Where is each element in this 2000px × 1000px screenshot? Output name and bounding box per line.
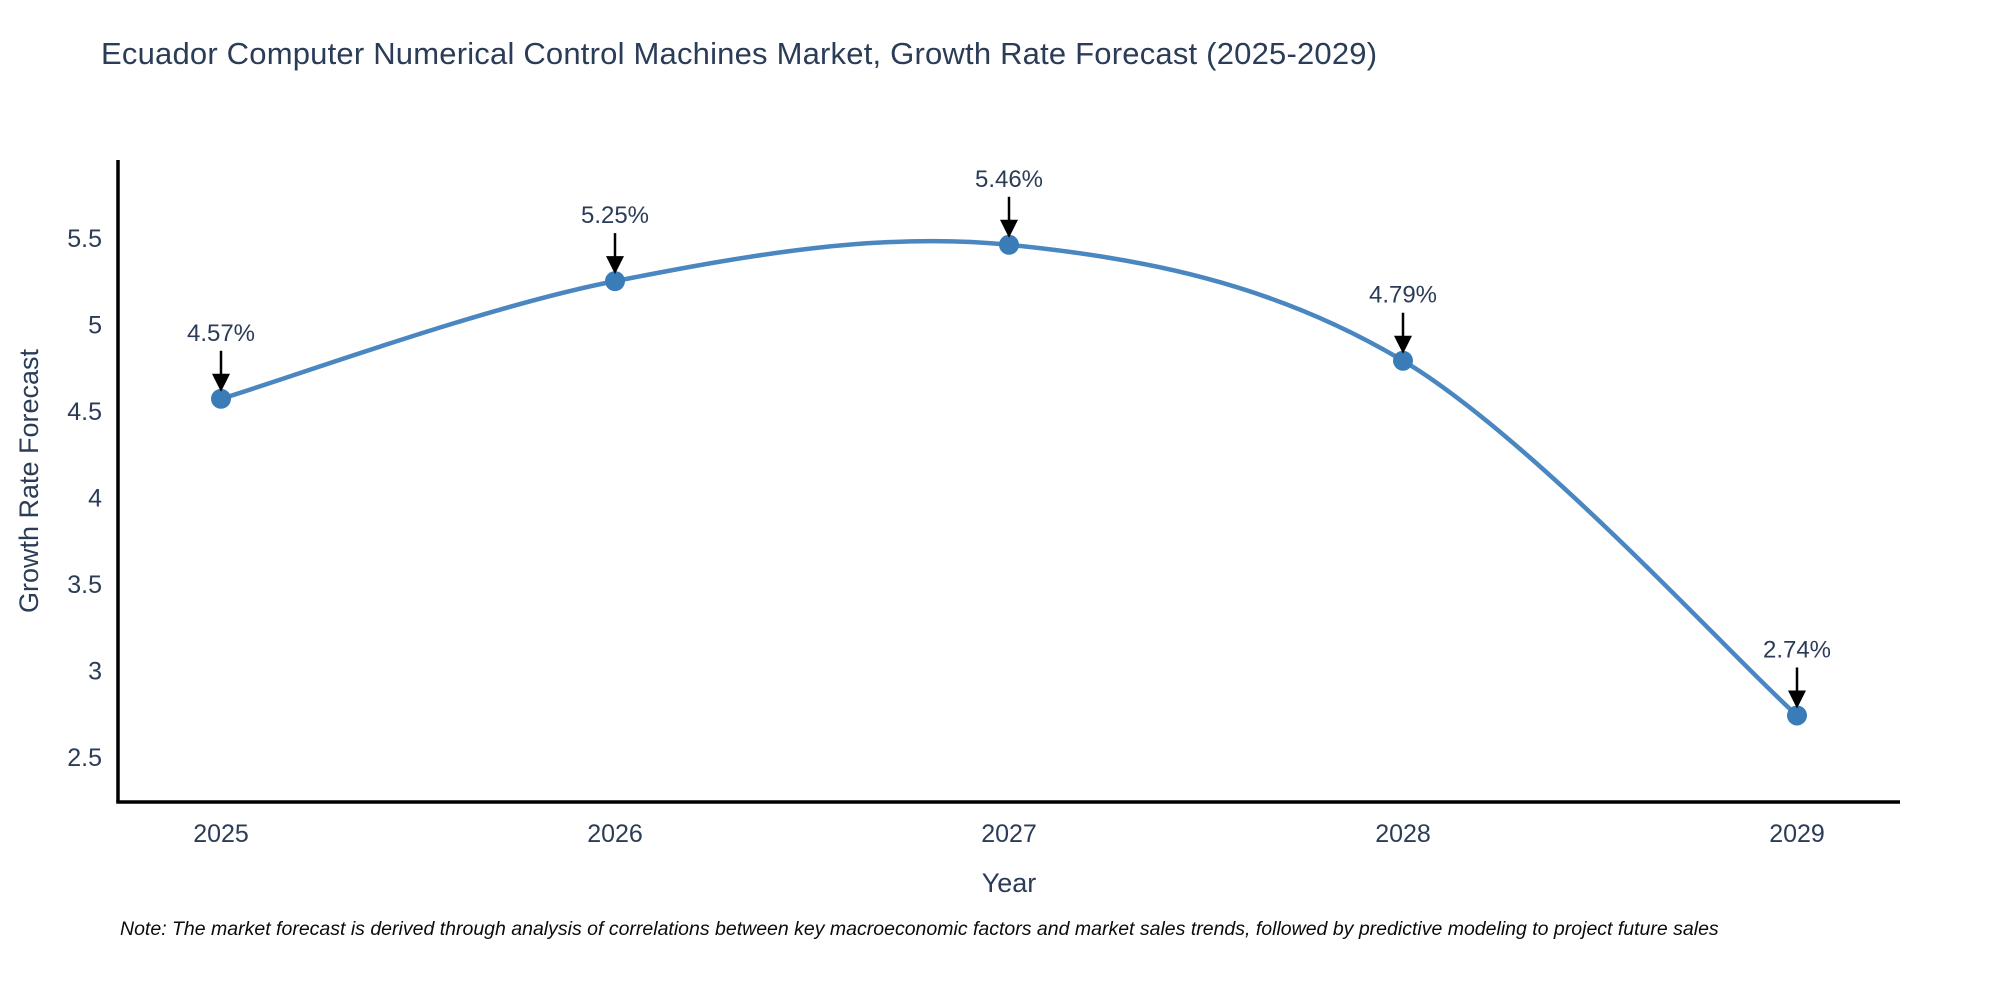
y-tick-label: 4.5 — [67, 398, 102, 426]
note-text: Note: The market forecast is derived thr… — [120, 918, 1719, 940]
data-point-label: 5.25% — [581, 202, 649, 229]
data-point-marker — [1787, 705, 1807, 726]
trend-line — [218, 238, 1800, 718]
annotation-arrowhead — [1394, 335, 1412, 354]
data-point-label: 5.46% — [975, 166, 1043, 193]
chart-title: Ecuador Computer Numerical Control Machi… — [101, 36, 1378, 71]
x-tick-label: 2027 — [981, 820, 1037, 848]
x-tick-label: 2026 — [587, 820, 643, 848]
y-axis-title: Growth Rate Forecast — [14, 348, 44, 613]
y-tick-label: 5 — [88, 311, 102, 339]
annotation-arrowhead — [1000, 219, 1018, 238]
y-tick-label: 4 — [88, 484, 102, 512]
y-tick-label: 3 — [88, 657, 102, 685]
x-axis-title: Year — [982, 868, 1037, 898]
x-tick-label: 2028 — [1375, 820, 1431, 848]
data-point-label: 2.74% — [1763, 636, 1831, 663]
annotation-arrowhead — [1788, 690, 1806, 709]
x-tick-label: 2025 — [193, 820, 249, 848]
annotation-arrowhead — [212, 373, 230, 392]
data-point-marker — [1393, 350, 1413, 371]
data-point-marker — [211, 388, 231, 409]
annotation-arrowhead — [606, 256, 624, 275]
data-point-marker — [999, 234, 1019, 255]
y-tick-label: 5.5 — [67, 225, 102, 253]
data-point-label: 4.79% — [1369, 282, 1437, 309]
y-tick-label: 2.5 — [67, 744, 102, 772]
data-point-marker — [605, 271, 625, 292]
y-tick-label: 3.5 — [67, 571, 102, 599]
x-tick-label: 2029 — [1769, 820, 1825, 848]
data-point-label: 4.57% — [187, 320, 255, 347]
